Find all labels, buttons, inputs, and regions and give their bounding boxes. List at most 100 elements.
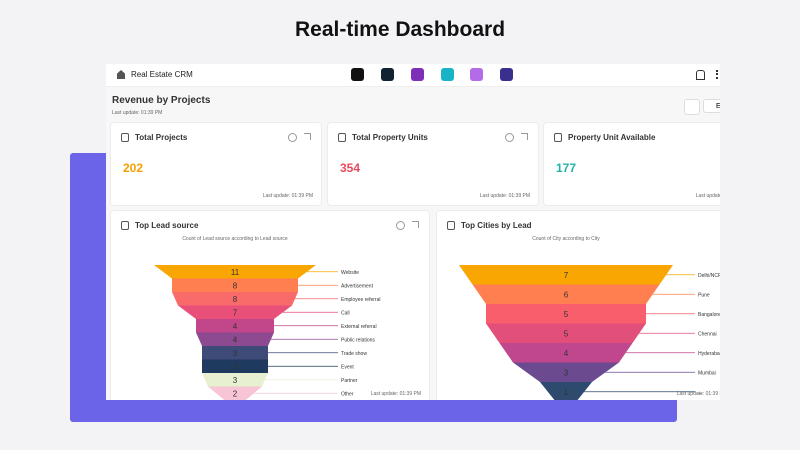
card-title: Total Property Units: [352, 133, 428, 142]
stage-label: External referral: [341, 324, 377, 330]
funnel-stage: [499, 343, 633, 363]
app-icon[interactable]: [351, 68, 364, 81]
stage-value: 7: [233, 308, 238, 317]
stage-value: 3: [233, 376, 238, 385]
stage-value: 5: [564, 329, 569, 338]
stage-value: 3: [233, 362, 238, 371]
funnel-chart: Count of City according to City 7 Delhi/NC…: [459, 236, 720, 400]
funnel-stage: [459, 265, 673, 285]
stage-label: Public relations: [341, 337, 375, 343]
stage-value: 5: [564, 310, 569, 319]
stage-value: 6: [564, 290, 569, 299]
card-icon: [121, 221, 129, 230]
chart-subtitle: Count of Lead source according to Lead s…: [182, 236, 288, 242]
card-update: Last update: 01:39 PM: [479, 193, 530, 199]
stage-label: Advertisement: [341, 283, 374, 289]
funnel-stage: [202, 373, 268, 387]
funnel-card: Top Lead source Last update: 01:39 PM Coun…: [110, 210, 430, 400]
stat-card: Total Property Units 354 Last update: 01:3…: [327, 122, 539, 206]
card-title: Property Unit Available: [568, 133, 656, 142]
app-icon[interactable]: [441, 68, 454, 81]
funnel-stage: [486, 323, 646, 343]
funnel-stage: [154, 265, 316, 279]
card-update: Last update: 01:39 PM: [370, 391, 421, 397]
section-title: Revenue by Projects: [112, 95, 211, 106]
stage-label: Delhi/NCR: [698, 273, 720, 279]
funnel-stage: [513, 362, 619, 382]
funnel-stage: [208, 386, 262, 400]
funnel-stage: [540, 382, 592, 400]
section-update: Last update: 01:39 PM: [112, 110, 163, 116]
page-title: Real-time Dashboard: [294, 18, 506, 41]
card-update: Last update: 01:39 PM: [676, 391, 720, 397]
stage-label: Employee referral: [341, 297, 380, 303]
card-value: 202: [123, 161, 144, 175]
notification-button[interactable]: [696, 70, 705, 80]
stage-label: Pune: [698, 292, 710, 298]
stage-label: Event: [341, 364, 354, 370]
logo: [117, 70, 125, 79]
chart-subtitle: Count of City according to City: [532, 236, 600, 242]
stage-value: 4: [564, 349, 569, 358]
funnel-stage: [486, 304, 646, 324]
stage-label: Website: [341, 270, 359, 276]
stage-value: 2: [233, 389, 238, 398]
refresh-button[interactable]: [684, 99, 700, 115]
funnel-stage: [472, 284, 660, 304]
stage-label: Partner: [341, 378, 358, 384]
stat-card: Total Projects 202 Last update: 01:39 PM: [110, 122, 322, 206]
funnel-stage: [172, 292, 298, 306]
app-icon[interactable]: [381, 68, 394, 81]
card-update: Last update: 01:39 PM: [262, 193, 313, 199]
stage-value: 11: [231, 268, 240, 277]
stage-value: 8: [233, 295, 238, 304]
stage-value: 3: [564, 368, 569, 377]
stage-label: Bangalore: [698, 312, 720, 318]
expand-button[interactable]: [521, 133, 528, 140]
funnel-stage: [202, 359, 268, 373]
stat-card: Property Unit Available 177 Last update: 0…: [543, 122, 720, 206]
funnel-stage: [172, 278, 298, 292]
card-icon: [121, 133, 129, 142]
card-update: Last update: 01:39 PM: [695, 193, 720, 199]
card-title: Total Projects: [135, 133, 188, 142]
app-icon[interactable]: [411, 68, 424, 81]
app-icon[interactable]: [470, 68, 483, 81]
stage-label: ...: [698, 390, 702, 396]
card-title: Top Cities by Lead: [461, 221, 532, 230]
stage-value: 4: [233, 322, 238, 331]
app-icon[interactable]: [500, 68, 513, 81]
app-name: Real Estate CRM: [131, 70, 193, 79]
stage-value: 4: [233, 335, 238, 344]
funnel-chart: Count of Lead source according to Lead s…: [154, 236, 380, 400]
funnel-stage: [202, 346, 268, 360]
edit-button[interactable]: E: [703, 99, 720, 113]
menu-button[interactable]: [716, 70, 720, 79]
app-window: Real Estate CRM Revenue by Projects Last…: [106, 64, 720, 400]
refresh-button[interactable]: [396, 221, 405, 230]
funnel-stage: [196, 319, 274, 333]
card-icon: [447, 221, 455, 230]
refresh-button[interactable]: [505, 133, 514, 142]
stage-label: Mumbai: [698, 370, 716, 376]
stage-label: Hyderabad: [698, 351, 720, 357]
card-icon: [338, 133, 346, 142]
card-icon: [554, 133, 562, 142]
top-bar: Real Estate CRM: [106, 64, 720, 87]
stage-value: 8: [233, 281, 238, 290]
expand-button[interactable]: [304, 133, 311, 140]
stage-value: 7: [564, 271, 569, 280]
stage-value: 1: [564, 388, 569, 397]
stage-label: Call: [341, 310, 350, 316]
card-value: 354: [340, 161, 361, 175]
stage-label: Chennai: [698, 331, 717, 337]
stage-label: Trade show: [341, 351, 367, 357]
stage-value: 3: [233, 349, 238, 358]
funnel-stage: [178, 305, 292, 319]
funnel-stage: [196, 332, 274, 346]
card-value: 177: [556, 161, 577, 175]
refresh-button[interactable]: [288, 133, 297, 142]
expand-button[interactable]: [412, 221, 419, 228]
